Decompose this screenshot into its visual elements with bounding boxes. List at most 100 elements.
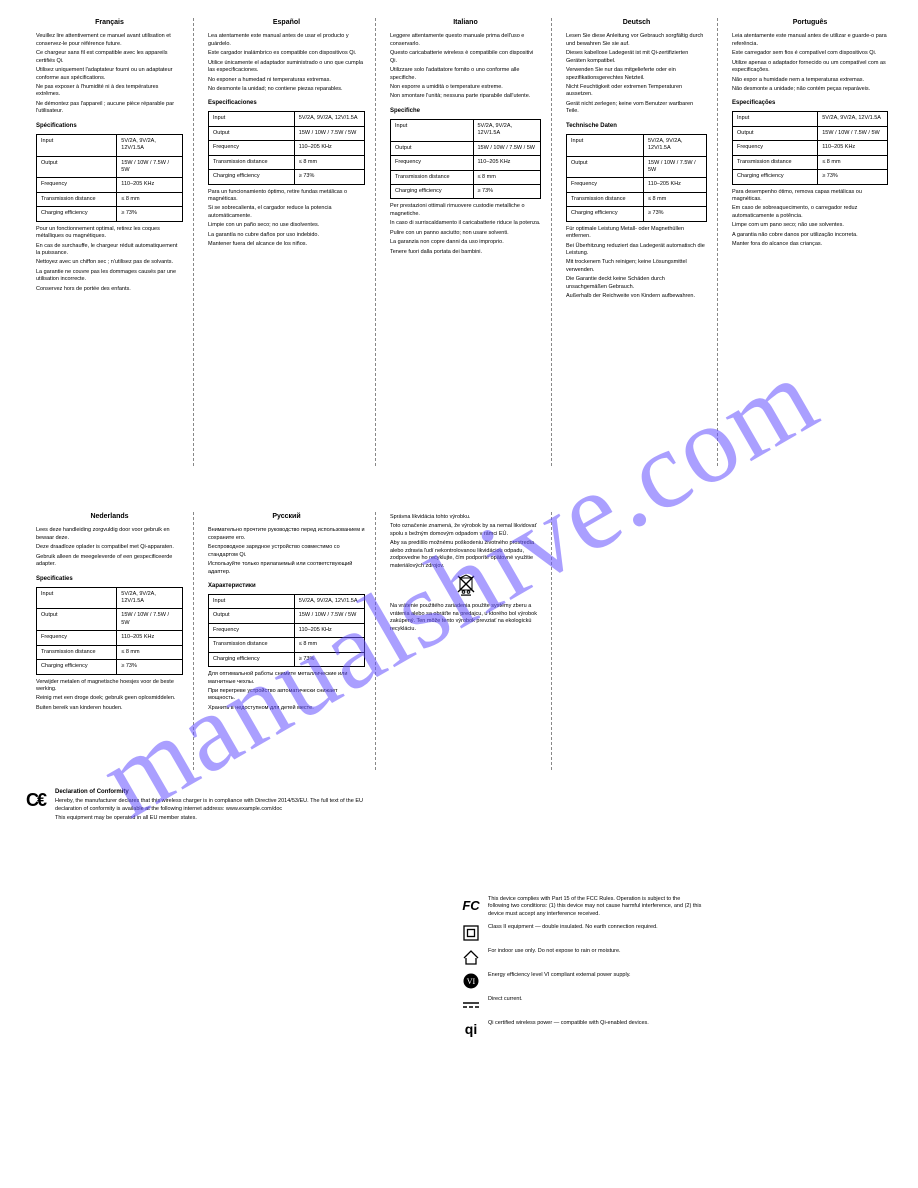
- table-row: Output15W / 10W / 7.5W / 5W: [209, 609, 365, 623]
- symbol-row: For indoor use only. Do not expose to ra…: [462, 948, 702, 966]
- para: Reinig met een droge doek; gebruik geen …: [36, 695, 183, 702]
- para: Utilice únicamente el adaptador suminist…: [208, 60, 365, 75]
- spec-table: Input5V/2A, 9V/2A, 12V/1.5A Output15W / …: [208, 594, 365, 667]
- para: Leggere attentamente questo manuale prim…: [390, 33, 541, 48]
- spec-table: Input5V/2A, 9V/2A, 12V/1.5A Output15W / …: [732, 111, 888, 184]
- para: En cas de surchauffe, le chargeur réduit…: [36, 243, 183, 258]
- para: This equipment may be operated in all EU…: [55, 815, 376, 822]
- symbol-text: Energy efficiency level VI compliant ext…: [488, 972, 702, 979]
- table-row: Transmission distance≤ 8 mm: [733, 155, 888, 169]
- table-row: Charging efficiency≥ 73%: [733, 170, 888, 184]
- table-row: Frequency110–205 KHz: [209, 623, 365, 637]
- para: Deze draadloze oplader is compatibel met…: [36, 544, 183, 551]
- para: Leia atentamente este manual antes de ut…: [732, 33, 888, 48]
- para: Este cargador inalámbrico es compatible …: [208, 50, 365, 57]
- col-fr: Français Veuillez lire attentivement ce …: [26, 18, 194, 466]
- para: Questo caricabatterie wireless è compati…: [390, 50, 541, 65]
- spec-table: Input5V/2A, 9V/2A, 12V/1.5A Output15W / …: [566, 134, 707, 222]
- para: Tenere fuori dalla portata dei bambini.: [390, 249, 541, 256]
- spec-title: Specifiche: [390, 107, 541, 115]
- spec-table: Input5V/2A, 9V/2A, 12V/1.5A Output15W / …: [390, 119, 541, 200]
- para: Buiten bereik van kinderen houden.: [36, 705, 183, 712]
- lang-label: Français: [36, 18, 183, 27]
- para: Lesen Sie diese Anleitung vor Gebrauch s…: [566, 33, 707, 48]
- para: Хранить в недоступном для детей месте.: [208, 705, 365, 712]
- table-row: Output15W / 10W / 7.5W / 5W: [37, 609, 183, 631]
- para: Limpe com um pano seco; não use solvente…: [732, 222, 888, 229]
- class2-icon: [462, 924, 480, 942]
- symbol-text: Direct current.: [488, 996, 702, 1003]
- para: Используйте только прилагаемый или соотв…: [208, 561, 365, 576]
- table-row: Frequency110–205 KHz: [733, 141, 888, 155]
- table-row: Output15W / 10W / 7.5W / 5W: [567, 156, 707, 178]
- col-ru: Русский Внимательно прочтите руководство…: [198, 512, 376, 770]
- para: Conservez hors de portée des enfants.: [36, 286, 183, 293]
- table-row: Charging efficiency≥ 73%: [209, 170, 365, 184]
- para: Limpie con un paño seco; no use disolven…: [208, 222, 365, 229]
- para: A garantia não cobre danos por utilizaçã…: [732, 232, 888, 239]
- spec-title: Technische Daten: [566, 122, 707, 130]
- para: Este carregador sem fios é compatível co…: [732, 50, 888, 57]
- table-row: Transmission distance≤ 8 mm: [567, 192, 707, 206]
- para: Nettoyez avec un chiffon sec ; n'utilise…: [36, 259, 183, 266]
- para: Na vrátenie použitého zariadenia použite…: [390, 603, 541, 633]
- table-row: Output15W / 10W / 7.5W / 5W: [37, 156, 183, 178]
- para: Non smontare l'unità; nessuna parte ripa…: [390, 93, 541, 100]
- symbol-row: Direct current.: [462, 996, 702, 1014]
- table-row: Transmission distance≤ 8 mm: [37, 192, 183, 206]
- para: La garanzia non copre danni da uso impro…: [390, 239, 541, 246]
- lang-label: Italiano: [390, 18, 541, 27]
- para: Для оптимальной работы снимите металличе…: [208, 671, 365, 686]
- para: Utilize apenas o adaptador fornecido ou …: [732, 60, 888, 75]
- para: Bei Überhitzung reduziert das Ladegerät …: [566, 243, 707, 258]
- table-row: Frequency110–205 KHz: [37, 178, 183, 192]
- table-row: Frequency110–205 KHz: [391, 156, 541, 170]
- col-it: Italiano Leggere attentamente questo man…: [380, 18, 552, 466]
- table-row: Frequency110–205 KHz: [209, 141, 365, 155]
- table-row: Charging efficiency≥ 73%: [37, 660, 183, 674]
- symbol-text: For indoor use only. Do not expose to ra…: [488, 948, 702, 955]
- para: Verwijder metalen of magnetische hoesjes…: [36, 679, 183, 694]
- ce-icon: C€: [26, 788, 45, 812]
- symbol-text: This device complies with Part 15 of the…: [488, 896, 702, 918]
- para: Non esporre a umidità o temperature estr…: [390, 84, 541, 91]
- table-row: Input5V/2A, 9V/2A, 12V/1.5A: [209, 595, 365, 609]
- lang-label: Nederlands: [36, 512, 183, 521]
- table-row: Output15W / 10W / 7.5W / 5W: [391, 141, 541, 155]
- para: Lea atentamente este manual antes de usa…: [208, 33, 365, 48]
- table-row: Input5V/2A, 9V/2A, 12V/1.5A: [391, 119, 541, 141]
- para: Não desmonte a unidade; não contém peças…: [732, 86, 888, 93]
- para: Em caso de sobreaquecimento, o carregado…: [732, 205, 888, 220]
- table-row: Charging efficiency≥ 73%: [209, 652, 365, 666]
- spec-title: Spécifications: [36, 122, 183, 130]
- para: No exponer a humedad ni temperaturas ext…: [208, 77, 365, 84]
- para: Verwenden Sie nur das mitgelieferte oder…: [566, 67, 707, 82]
- para: Para desempenho ótimo, remova capas metá…: [732, 189, 888, 204]
- para: Hereby, the manufacturer declares that t…: [55, 798, 376, 813]
- para: Pour un fonctionnement optimal, retirez …: [36, 226, 183, 241]
- lang-label: Русский: [208, 512, 365, 521]
- table-row: Transmission distance≤ 8 mm: [209, 155, 365, 169]
- para: Si se sobrecalienta, el cargador reduce …: [208, 205, 365, 220]
- para: Não expor a humidade nem a temperaturas …: [732, 77, 888, 84]
- spec-table: Input5V/2A, 9V/2A, 12V/1.5A Output15W / …: [36, 587, 183, 675]
- lang-label: Deutsch: [566, 18, 707, 27]
- para: Pulire con un panno asciutto; non usare …: [390, 230, 541, 237]
- table-row: Input5V/2A, 9V/2A, 12V/1.5A: [733, 112, 888, 126]
- table-row: Output15W / 10W / 7.5W / 5W: [209, 126, 365, 140]
- para: Mit trockenem Tuch reinigen; keine Lösun…: [566, 259, 707, 274]
- para: При перегреве устройство автоматически с…: [208, 688, 365, 703]
- spec-table: Input5V/2A, 9V/2A, 12V/1.5A Output15W / …: [208, 111, 365, 184]
- lang-label: Português: [732, 18, 888, 27]
- efficiency-icon: VI: [462, 972, 480, 990]
- table-row: Charging efficiency≥ 73%: [37, 207, 183, 221]
- table-row: Transmission distance≤ 8 mm: [391, 170, 541, 184]
- col-weee: Správna likvidácia tohto výrobku. Toto o…: [380, 512, 552, 770]
- table-row: Charging efficiency≥ 73%: [567, 207, 707, 221]
- para: Беспроводное зарядное устройство совмест…: [208, 544, 365, 559]
- table-row: Charging efficiency≥ 73%: [391, 185, 541, 199]
- para: Veuillez lire attentivement ce manuel av…: [36, 33, 183, 48]
- table-row: Frequency110–205 KHz: [37, 631, 183, 645]
- symbol-row: qi Qi certified wireless power — compati…: [462, 1020, 702, 1038]
- para: In caso di surriscaldamento il caricabat…: [390, 220, 541, 227]
